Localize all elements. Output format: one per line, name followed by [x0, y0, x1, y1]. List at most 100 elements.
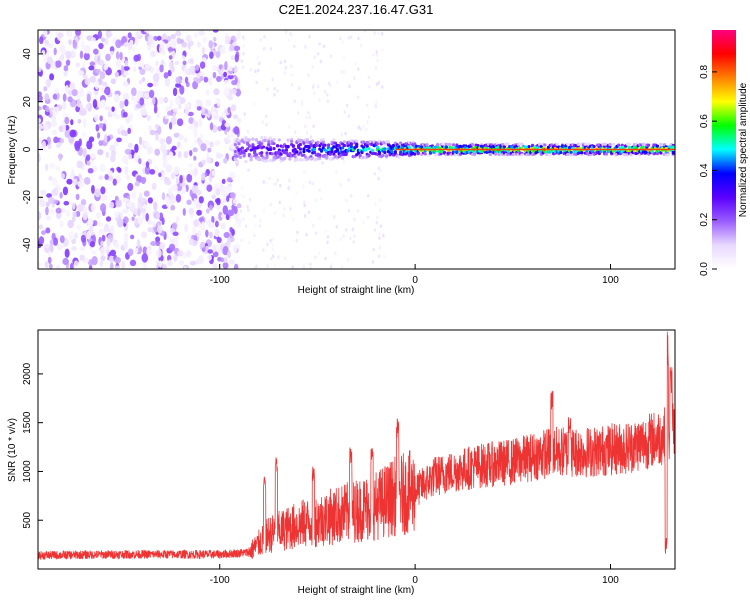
spectrogram-cell — [103, 133, 108, 143]
spectrogram-cell — [298, 142, 303, 147]
spectrogram-cell — [132, 66, 137, 73]
spectrogram-cell — [215, 188, 221, 196]
spectrogram-cell — [232, 198, 239, 204]
spectrogram-cell — [627, 142, 631, 146]
spectrogram-cell — [167, 110, 173, 116]
spectrogram-cell — [231, 80, 238, 86]
spectrogram-cell — [379, 169, 382, 173]
spectrogram-cell — [179, 97, 186, 104]
spectrogram-cell — [326, 234, 330, 239]
spectrogram-cell — [293, 130, 297, 135]
spectrogram-cell — [307, 210, 311, 215]
spectrogram-cell — [127, 42, 133, 51]
spectrogram-cell — [177, 150, 182, 159]
spectrogram-cell — [162, 149, 168, 156]
spectrogram-cell — [88, 136, 95, 143]
spectrogram-cell — [65, 30, 73, 37]
spectrogram-cell — [188, 124, 195, 130]
spectrogram-cell — [272, 247, 275, 252]
spectrogram-cell — [84, 77, 91, 86]
spectrogram-cell — [502, 145, 507, 149]
spectrogram-cell — [374, 65, 378, 70]
spectrogram-cell — [85, 154, 91, 162]
spectrogram-cell — [349, 236, 352, 241]
spectrogram-cell — [416, 152, 420, 156]
spectrogram-cell — [282, 212, 285, 216]
spectrogram-cell — [472, 152, 477, 156]
spectrogram-cell — [97, 30, 103, 39]
spectrogram-cell — [171, 222, 178, 230]
spectrogram-cell — [265, 159, 269, 163]
spectrogram-cell — [214, 140, 221, 146]
spectrogram-cell — [373, 172, 376, 176]
spectrogram-y-ticks: -40 -20 0 20 40 — [22, 48, 43, 252]
spectrogram-cell — [284, 256, 287, 261]
spectrogram-cell — [298, 86, 301, 90]
y-tick-label: 2000 — [22, 362, 33, 385]
spectrogram-cell — [316, 51, 320, 56]
spectrogram-cell — [227, 106, 231, 114]
snr-x-ticks: -100 0 100 — [210, 564, 619, 586]
spectrogram-cell — [139, 68, 146, 75]
spectrogram-cell — [226, 131, 231, 140]
spectrogram-cell — [269, 47, 273, 51]
y-tick-label: 1500 — [22, 411, 33, 434]
spectrogram-cell — [378, 254, 381, 259]
spectrogram-cell — [291, 144, 295, 148]
spectrogram-cell — [239, 155, 243, 159]
spectrogram-cell — [188, 66, 192, 75]
spectrogram-cell — [312, 150, 317, 154]
spectrogram-cell — [620, 143, 624, 147]
spectrogram-cell — [195, 99, 202, 105]
spectrogram-cell — [144, 63, 151, 70]
spectrogram-cell — [47, 43, 54, 48]
spectrogram-cell — [99, 71, 106, 80]
spectrogram-cell — [65, 59, 71, 66]
spectrogram-cell — [251, 137, 255, 141]
spectrogram-cell — [146, 247, 152, 256]
spectrogram-cell — [223, 79, 230, 86]
spectrogram-cell — [286, 144, 290, 149]
spectrogram-cell — [86, 93, 91, 103]
spectrogram-cell — [262, 180, 265, 184]
spectrogram-cell — [296, 230, 299, 235]
spectrogram-cell — [134, 143, 139, 153]
spectrogram-cell — [38, 224, 44, 230]
spectrogram-cell — [121, 155, 129, 164]
spectrogram-cell — [82, 118, 87, 128]
spectrogram-cell — [50, 209, 55, 215]
spectrogram-cell — [155, 212, 161, 220]
spectrogram-cell — [113, 140, 119, 147]
spectrogram-cell — [246, 147, 250, 151]
spectrogram-cell — [381, 85, 384, 89]
spectrogram-cell — [249, 68, 252, 72]
spectrogram-cell — [168, 55, 173, 60]
spectrogram-cell — [259, 38, 262, 42]
spectrogram-cell — [72, 178, 78, 186]
spectrogram-cell — [173, 253, 178, 262]
spectrogram-cell — [453, 153, 457, 157]
spectrogram-cell — [64, 128, 71, 138]
spectrogram-cell — [62, 257, 69, 266]
spectrogram-cell — [107, 170, 113, 176]
spectrogram-cell — [141, 140, 146, 147]
spectrogram-cell — [90, 203, 96, 213]
spectrogram-cell — [70, 119, 74, 126]
spectrogram-cell — [569, 150, 573, 155]
spectrogram-cell — [89, 61, 95, 66]
spectrogram-cell — [233, 157, 237, 162]
spectrogram-cell — [211, 194, 217, 200]
spectrogram-cell — [64, 248, 70, 258]
spectrogram-cell — [260, 135, 264, 140]
spectrogram-cell — [247, 144, 252, 148]
spectrogram-cell — [220, 222, 226, 230]
spectrogram-cell — [198, 30, 205, 36]
spectrogram-cell — [99, 246, 107, 255]
spectrogram-cell — [123, 66, 130, 71]
spectrogram-cell — [175, 30, 182, 37]
spectrogram-cell — [97, 221, 103, 228]
spectrogram-cell — [283, 59, 287, 64]
spectrogram-cell — [89, 75, 97, 83]
spectrogram-cell — [164, 77, 171, 87]
spectrogram-cell — [131, 216, 135, 221]
